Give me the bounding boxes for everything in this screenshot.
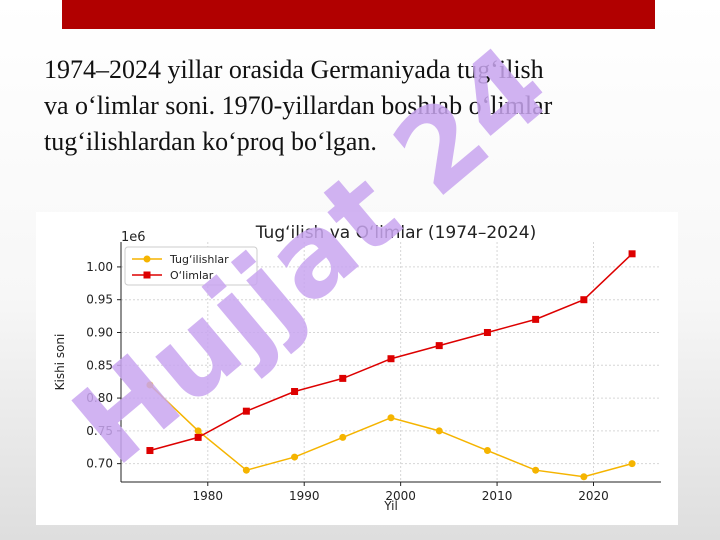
chart-legend: Tug‘ilishlar O‘limlar [124, 246, 258, 286]
chart-axes [120, 242, 661, 483]
data-point [628, 460, 636, 468]
line-chart: 0.70 0.75 0.80 0.85 0.90 0.95 1.00 1980 1990 200… [53, 223, 661, 513]
slide-caption: 1974–2024 yillar orasida Germaniyada tug… [44, 52, 684, 160]
data-point [435, 342, 443, 350]
x-tick-label: 2000 [385, 489, 416, 503]
data-point [146, 447, 154, 455]
data-point [532, 466, 540, 474]
x-tick-label: 1990 [289, 489, 320, 503]
data-point [291, 453, 299, 461]
legend-label-births: Tug‘ilishlar [169, 253, 229, 266]
x-axis-label: Yil [383, 499, 398, 513]
data-point [483, 328, 491, 336]
data-point [387, 355, 395, 363]
data-point [483, 447, 491, 455]
data-point [339, 433, 347, 441]
legend-label-deaths: O‘limlar [170, 269, 214, 282]
caption-line-3: tug‘ilishlardan ko‘proq bo‘lgan. [44, 127, 377, 156]
x-ticks: 1980 1990 2000 2010 2020 [193, 482, 609, 503]
top-accent-bar [62, 0, 655, 29]
caption-line-1: 1974–2024 yillar orasida Germaniyada tug… [44, 55, 544, 84]
y-tick-label: 0.95 [86, 293, 113, 307]
data-point [291, 388, 299, 396]
y-tick-label: 0.70 [86, 457, 113, 471]
series-deaths [146, 250, 636, 455]
data-point [242, 407, 250, 415]
legend-marker-deaths [143, 271, 151, 279]
y-tick-label: 0.75 [86, 424, 113, 438]
legend-marker-births [143, 255, 151, 263]
chart-series [146, 250, 636, 481]
data-point [580, 473, 588, 481]
chart-title: Tug‘ilish va O‘limlar (1974–2024) [255, 223, 536, 243]
data-point [387, 414, 395, 422]
data-point [146, 381, 154, 389]
x-tick-label: 1980 [193, 489, 224, 503]
chart-panel: 0.70 0.75 0.80 0.85 0.90 0.95 1.00 1980 1990 200… [36, 212, 678, 525]
data-point [194, 433, 202, 441]
data-point [242, 466, 250, 474]
series-births [146, 381, 636, 481]
y-tick-label: 0.90 [86, 325, 113, 339]
data-point [532, 315, 540, 323]
y-axis-label: Kishi soni [53, 334, 67, 391]
data-point [194, 427, 202, 435]
data-point [435, 427, 443, 435]
y-ticks: 0.70 0.75 0.80 0.85 0.90 0.95 1.00 [86, 260, 121, 471]
caption-line-2: va o‘limlar soni. 1970-yillardan boshlab… [44, 91, 553, 120]
y-tick-label: 0.85 [86, 358, 113, 372]
data-point [628, 250, 636, 258]
x-tick-label: 2020 [578, 489, 609, 503]
data-point [339, 374, 347, 382]
data-point [580, 296, 588, 304]
x-tick-label: 2010 [482, 489, 513, 503]
y-tick-label: 0.80 [86, 391, 113, 405]
y-offset-label: 1e6 [121, 230, 146, 245]
y-tick-label: 1.00 [86, 260, 113, 274]
